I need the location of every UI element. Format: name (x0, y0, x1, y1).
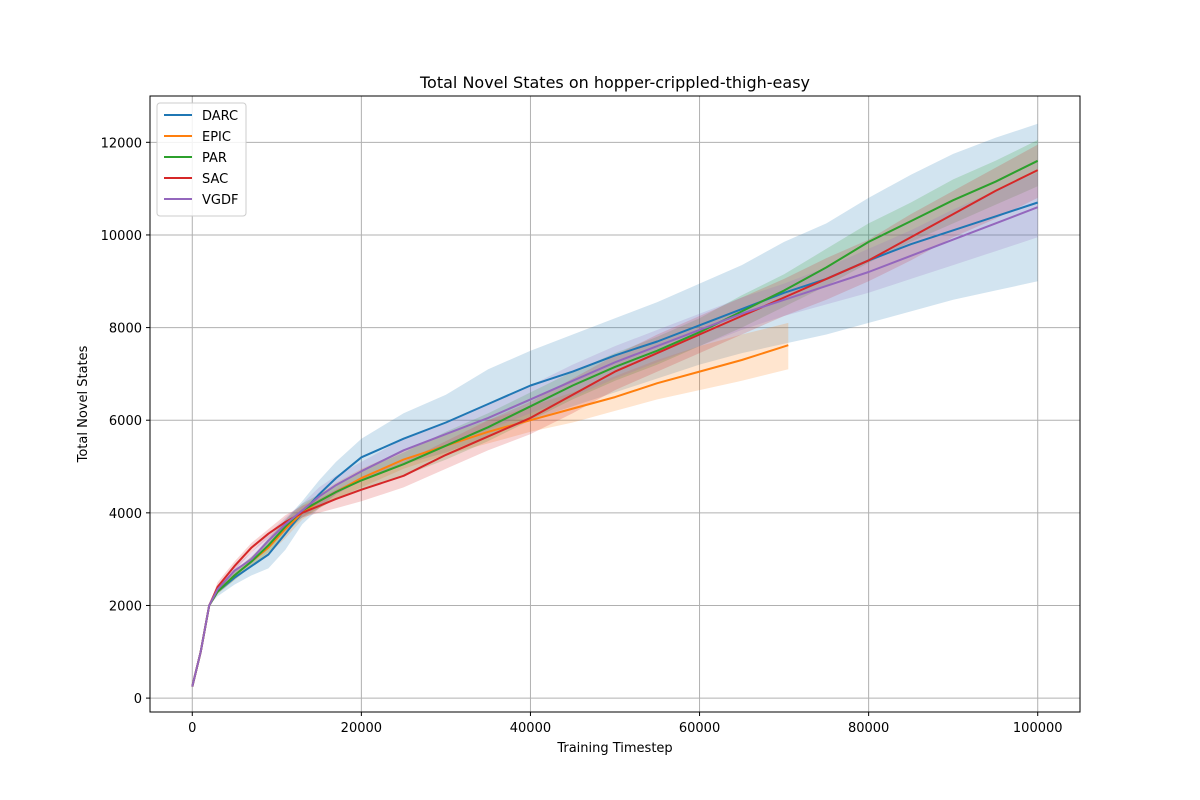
axis-ticks: 0 20000 40000 60000 80000 100000 0 2000 4000 6000… (101, 136, 1063, 736)
y-tick-label: 8000 (109, 322, 142, 337)
chart-title: Total Novel States on hopper-crippled-th… (419, 73, 810, 92)
series-lines (191, 159, 1039, 687)
plot-frame (149, 95, 1081, 713)
line-vgdf (191, 206, 1039, 687)
x-axis-label: Training Timestep (556, 741, 672, 756)
x-tick-label: 80000 (848, 721, 889, 736)
grid (150, 96, 1080, 712)
x-tick-label: 20000 (341, 721, 382, 736)
x-tick-label: 40000 (510, 721, 551, 736)
legend-box (156, 102, 247, 217)
legend-label-epic: EPIC (202, 130, 231, 145)
x-tick-label: 100000 (1013, 721, 1063, 736)
y-tick-label: 4000 (109, 507, 142, 522)
line-sac (191, 169, 1039, 687)
y-tick-label: 0 (134, 692, 142, 707)
x-tick-label: 0 (188, 721, 196, 736)
legend-label-darc: DARC (202, 109, 238, 124)
y-axis-label: Total Novel States (76, 345, 91, 463)
x-tick-label: 60000 (679, 721, 720, 736)
band-par (192, 140, 1038, 687)
y-tick-label: 10000 (101, 229, 142, 244)
band-sac (192, 144, 1038, 687)
band-darc (192, 123, 1038, 687)
band-vgdf (192, 172, 1038, 687)
legend-label-vgdf: VGDF (202, 193, 238, 208)
legend-label-sac: SAC (202, 172, 228, 187)
y-tick-label: 12000 (101, 136, 142, 151)
y-tick-label: 6000 (109, 414, 142, 429)
legend: DARC EPIC PAR SAC VGDF (156, 102, 247, 217)
y-tick-label: 2000 (109, 599, 142, 614)
legend-label-par: PAR (202, 151, 227, 166)
line-par (191, 159, 1039, 687)
